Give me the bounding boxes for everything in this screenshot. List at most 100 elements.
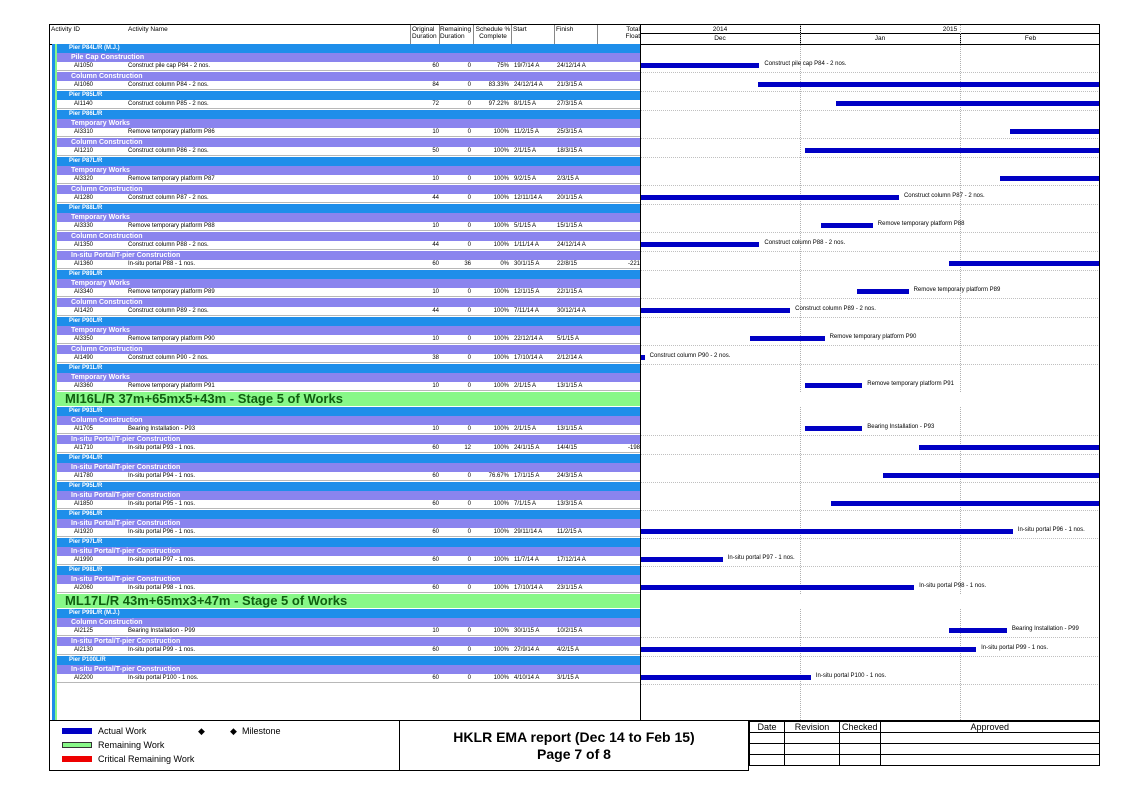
col-sep <box>473 25 474 44</box>
start-date: 5/1/15 A <box>514 223 537 229</box>
pier-header-row: Pier P97L/R <box>57 538 640 547</box>
gantt-row-separator <box>641 204 1099 205</box>
approval-block: Date Revision Checked Approved <box>749 721 1101 771</box>
activity-row: AI2200 In-situ portal P100 - 1 nos. 60 0 100… <box>57 674 640 683</box>
original-duration: 10 <box>432 336 439 342</box>
start-date: 11/7/14 A <box>514 557 539 563</box>
gantt-bar-label: Bearing Installation - P93 <box>867 424 935 430</box>
remaining-duration: 0 <box>467 473 471 479</box>
header-start: Start <box>513 26 527 33</box>
category-header-row: Temporary Works <box>57 119 640 128</box>
gantt-bar-label: Construct column P87 - 2 nos. <box>903 193 985 199</box>
category-header-row: In-situ Portal/T-pier Construction <box>57 463 640 472</box>
group-label: Pier P85L/R <box>69 92 103 98</box>
activity-id: AI1350 <box>74 242 94 248</box>
activity-id: AI1140 <box>74 101 93 107</box>
category-header-row: In-situ Portal/T-pier Construction <box>57 251 640 260</box>
schedule-percent: 100% <box>493 557 509 563</box>
finish-date: 10/2/15 A <box>557 628 583 634</box>
schedule-percent: 100% <box>493 529 509 535</box>
schedule-percent: 100% <box>493 585 509 591</box>
pier-header-row: Pier P84L/R (M.J.) <box>57 44 640 53</box>
activity-id: AI2125 <box>74 628 94 634</box>
activity-name: Construct column P89 - 2 nos. <box>128 308 209 314</box>
approval-table: Date Revision Checked Approved <box>749 721 1101 766</box>
gantt-row-separator <box>641 270 1099 271</box>
group-label: Pier P97L/R <box>69 539 103 545</box>
legend-milestone-icon: ◆ <box>198 726 205 736</box>
gantt-row-separator <box>641 110 1099 111</box>
original-duration: 10 <box>432 628 439 634</box>
gantt-bar-actual <box>641 308 791 313</box>
original-duration: 44 <box>432 308 439 314</box>
col-sep <box>511 25 512 44</box>
gantt-bar-label: Construct column P88 - 2 nos. <box>764 240 846 246</box>
legend-milestone-icon: ◆ <box>230 726 237 736</box>
activity-name: Construct pile cap P84 - 2 nos. <box>128 63 211 69</box>
approval-row <box>749 743 1101 755</box>
pier-header-row: Pier P87L/R <box>57 157 640 166</box>
gantt-row-separator <box>641 251 1099 252</box>
category-header-row: Temporary Works <box>57 166 640 175</box>
original-duration: 10 <box>432 223 439 229</box>
pier-header-row: Pier P90L/R <box>57 317 640 326</box>
legend-remaining-swatch <box>62 742 92 748</box>
activity-name: In-situ portal P98 - 1 nos. <box>128 585 196 591</box>
group-label: Pier P86L/R <box>69 111 103 117</box>
activity-name: Remove temporary platform P89 <box>128 289 215 295</box>
finish-date: 27/3/15 A <box>557 101 583 107</box>
schedule-percent: 0% <box>500 261 509 267</box>
header-activity-id: Activity ID <box>51 26 80 33</box>
activity-name: Remove temporary platform P87 <box>128 176 215 182</box>
gantt-bar-actual <box>641 675 811 680</box>
original-duration: 60 <box>432 261 439 267</box>
gantt-bar-label: Remove temporary platform P90 <box>829 334 917 340</box>
activity-row: AI1490 Construct column P90 - 2 nos. 38 0 10… <box>57 354 640 363</box>
gantt-bar-actual <box>820 223 873 228</box>
approval-date: Date <box>749 721 785 733</box>
remaining-duration: 0 <box>467 529 471 535</box>
remaining-duration: 0 <box>467 336 471 342</box>
category-header-row: Column Construction <box>57 232 640 241</box>
table-header: Activity ID Activity Name Original Durat… <box>50 25 1099 45</box>
gantt-bar-actual <box>918 445 1099 450</box>
pier-header-row: Pier P86L/R <box>57 110 640 119</box>
schedule-percent: 76.67% <box>488 473 509 479</box>
remaining-duration: 0 <box>467 426 471 432</box>
finish-date: 11/2/15 A <box>557 529 582 535</box>
activity-id: AI1280 <box>74 195 94 201</box>
activity-row: AI1050 Construct pile cap P84 - 2 nos. 60 0… <box>57 62 640 71</box>
original-duration: 60 <box>432 445 439 451</box>
gantt-bar-actual <box>641 585 915 590</box>
header-month-jan: Jan <box>874 35 886 42</box>
gantt-bar-actual <box>830 501 1099 506</box>
pier-header-row: Pier P88L/R <box>57 204 640 213</box>
group-label: In-situ Portal/T-pier Construction <box>71 520 181 527</box>
header-year-2015: 2015 <box>942 26 958 33</box>
schedule-percent: 100% <box>493 176 509 182</box>
remaining-duration: 0 <box>467 195 471 201</box>
remaining-duration: 0 <box>467 242 471 248</box>
category-header-row: Pile Cap Construction <box>57 53 640 62</box>
start-date: 24/1/15 A <box>514 445 540 451</box>
activity-row: AI1705 Bearing Installation - P93 10 0 100% 2… <box>57 425 640 434</box>
remaining-duration: 0 <box>467 383 471 389</box>
activity-row: AI3320 Remove temporary platform P87 10 0 10… <box>57 175 640 184</box>
wbs-indent-bar <box>52 44 55 720</box>
category-header-row: In-situ Portal/T-pier Construction <box>57 491 640 500</box>
activity-id: AI3340 <box>74 289 94 295</box>
group-label: Pile Cap Construction <box>71 54 145 61</box>
stage-gantt-band <box>641 594 1099 609</box>
gantt-row-separator <box>641 317 1099 318</box>
finish-date: 4/2/15 A <box>557 647 580 653</box>
activity-name: Bearing Installation - P93 <box>128 426 196 432</box>
pier-header-row: Pier P95L/R <box>57 482 640 491</box>
activity-row: AI3310 Remove temporary platform P86 10 0 10… <box>57 128 640 137</box>
gantt-row-separator <box>641 538 1099 539</box>
group-label: Pier P87L/R <box>69 158 103 164</box>
group-label: Column Construction <box>71 619 143 626</box>
remaining-duration: 0 <box>467 148 471 154</box>
schedule-percent: 83.33% <box>488 82 509 88</box>
gantt-bar-label: In-situ portal P99 - 1 nos. <box>981 645 1049 651</box>
gantt-bar-label: In-situ portal P100 - 1 nos. <box>815 673 887 679</box>
